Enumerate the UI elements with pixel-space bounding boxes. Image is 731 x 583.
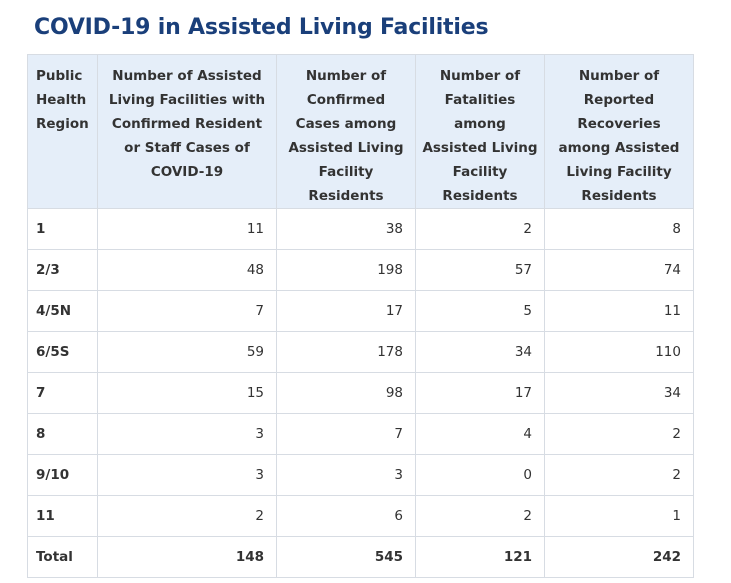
- cell-cases: 98: [276, 372, 416, 414]
- cell-region: 11: [27, 495, 98, 537]
- cell-cases: 178: [276, 331, 416, 373]
- cell-recoveries: 110: [544, 331, 694, 373]
- cell-recoveries: 2: [544, 413, 694, 455]
- table-row: 6/5S 59 178 34 110: [27, 331, 694, 373]
- column-header-facilities: Number of Assisted Living Facilities wit…: [97, 54, 277, 209]
- cell-recoveries: 2: [544, 454, 694, 496]
- column-header-recoveries: Number of Reported Recoveries among Assi…: [544, 54, 694, 209]
- cell-region: 9/10: [27, 454, 98, 496]
- table-row: 4/5N 7 17 5 11: [27, 290, 694, 332]
- cell-facilities: 3: [97, 413, 277, 455]
- cell-facilities: 3: [97, 454, 277, 496]
- cell-region: 6/5S: [27, 331, 98, 373]
- table-row: 2/3 48 198 57 74: [27, 249, 694, 291]
- cell-fatalities: 5: [415, 290, 545, 332]
- total-fatalities: 121: [415, 536, 545, 578]
- cell-cases: 3: [276, 454, 416, 496]
- cell-region: 8: [27, 413, 98, 455]
- cell-fatalities: 4: [415, 413, 545, 455]
- cell-facilities: 15: [97, 372, 277, 414]
- cell-fatalities: 0: [415, 454, 545, 496]
- cell-facilities: 48: [97, 249, 277, 291]
- total-label: Total: [27, 536, 98, 578]
- cell-facilities: 11: [97, 208, 277, 250]
- cell-region: 2/3: [27, 249, 98, 291]
- column-header-region: Public Health Region: [27, 54, 98, 209]
- total-facilities: 148: [97, 536, 277, 578]
- total-cases: 545: [276, 536, 416, 578]
- table-row: 8 3 7 4 2: [27, 413, 694, 455]
- cell-recoveries: 11: [544, 290, 694, 332]
- total-row: Total 148 545 121 242: [27, 536, 694, 578]
- page-title: COVID-19 in Assisted Living Facilities: [34, 15, 489, 40]
- cell-fatalities: 2: [415, 495, 545, 537]
- cell-facilities: 2: [97, 495, 277, 537]
- cell-region: 4/5N: [27, 290, 98, 332]
- column-header-fatalities: Number of Fatalities among Assisted Livi…: [415, 54, 545, 209]
- cell-cases: 7: [276, 413, 416, 455]
- cell-cases: 38: [276, 208, 416, 250]
- cell-cases: 198: [276, 249, 416, 291]
- table-row: 1 11 38 2 8: [27, 208, 694, 250]
- facilities-table: Public Health Region Number of Assisted …: [27, 54, 694, 578]
- cell-region: 1: [27, 208, 98, 250]
- column-header-cases: Number of Confirmed Cases among Assisted…: [276, 54, 416, 209]
- table-row: 7 15 98 17 34: [27, 372, 694, 414]
- cell-cases: 17: [276, 290, 416, 332]
- cell-recoveries: 74: [544, 249, 694, 291]
- cell-facilities: 59: [97, 331, 277, 373]
- cell-recoveries: 1: [544, 495, 694, 537]
- cell-recoveries: 8: [544, 208, 694, 250]
- total-recoveries: 242: [544, 536, 694, 578]
- table-row: 11 2 6 2 1: [27, 495, 694, 537]
- cell-fatalities: 17: [415, 372, 545, 414]
- cell-region: 7: [27, 372, 98, 414]
- cell-recoveries: 34: [544, 372, 694, 414]
- header-row: Public Health Region Number of Assisted …: [27, 54, 694, 209]
- table-row: 9/10 3 3 0 2: [27, 454, 694, 496]
- cell-fatalities: 34: [415, 331, 545, 373]
- cell-facilities: 7: [97, 290, 277, 332]
- cell-fatalities: 57: [415, 249, 545, 291]
- cell-cases: 6: [276, 495, 416, 537]
- cell-fatalities: 2: [415, 208, 545, 250]
